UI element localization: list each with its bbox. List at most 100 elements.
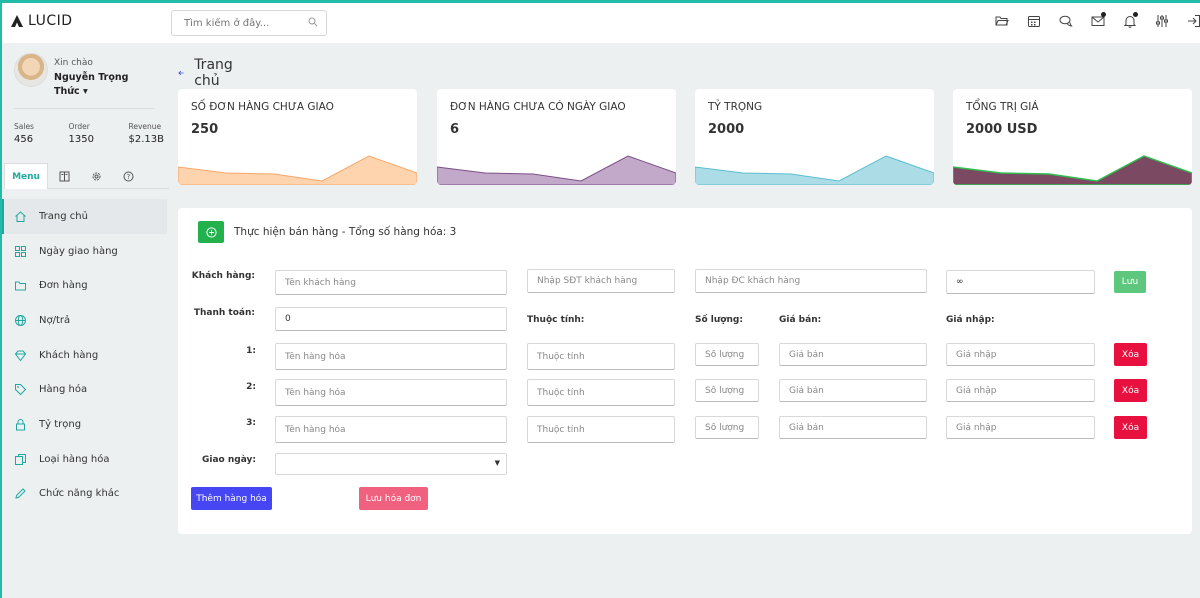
customer-label: Khách hàng: (191, 271, 255, 281)
stat-label: Revenue (128, 122, 162, 131)
stat-card-undelivered-orders: SỐ ĐƠN HÀNG CHƯA GIAO 250 (178, 89, 417, 185)
customer-address-input[interactable] (695, 269, 927, 293)
quantity-column-header: Số lượng: (695, 315, 743, 325)
copy-icon (15, 453, 26, 465)
sidebar-item-home[interactable]: Trang chủ (2, 199, 167, 234)
sidebar-item-customers[interactable]: Khách hàng (2, 338, 167, 373)
logo[interactable]: LUCID (10, 13, 73, 29)
tab-help[interactable]: ? (112, 163, 144, 189)
stat-order: Order 1350 (69, 122, 94, 145)
item-name-input[interactable] (275, 343, 507, 370)
sidebar-item-goods-type[interactable]: Loại hàng hóa (2, 442, 167, 477)
item-name-input[interactable] (275, 379, 507, 406)
sidebar-item-orders[interactable]: Đơn hàng (2, 268, 167, 303)
delivery-date-select[interactable]: ▼ (275, 453, 507, 475)
infinity-input[interactable] (946, 270, 1095, 294)
row-index: 3: (246, 418, 256, 428)
sidebar-item-label: Ngày giao hàng (39, 245, 118, 257)
card-sparkline (695, 155, 934, 185)
attribute-input[interactable] (527, 416, 675, 443)
sidebar-item-debt[interactable]: Nợ/trả (2, 303, 167, 338)
save-button[interactable]: Lưu (1114, 271, 1146, 293)
row-index: 2: (246, 382, 256, 392)
card-value: 6 (450, 122, 460, 137)
bell-notification-dot (1133, 12, 1138, 17)
card-value: 2000 USD (966, 122, 1038, 137)
question-icon: ? (123, 171, 133, 181)
sliders-icon[interactable] (1146, 14, 1178, 32)
attribute-input[interactable] (527, 343, 675, 370)
sales-form-panel: Thực hiện bán hàng - Tổng số hàng hóa: 3… (178, 208, 1192, 534)
quantity-input[interactable] (695, 379, 759, 402)
stat-sales: Sales 456 (14, 122, 34, 145)
greeting-text: Xin chào (54, 58, 93, 68)
sidebar-item-goods[interactable]: Hàng hóa (2, 372, 167, 407)
mail-notification-dot (1101, 12, 1106, 17)
left-accent-stripe (0, 0, 2, 598)
customer-phone-input[interactable] (527, 269, 675, 293)
search-icon[interactable] (308, 17, 318, 27)
stat-card-proportion: TỶ TRỌNG 2000 (695, 89, 934, 185)
top-accent-stripe (0, 0, 1200, 3)
bell-icon[interactable] (1114, 12, 1146, 32)
sidebar-item-label: Đơn hàng (39, 280, 88, 292)
tab-menu[interactable]: Menu (4, 163, 48, 189)
stat-card-no-delivery-date: ĐƠN HÀNG CHƯA CÓ NGÀY GIAO 6 (437, 89, 676, 185)
item-name-input[interactable] (275, 416, 507, 443)
search-box[interactable] (171, 10, 327, 36)
quantity-input[interactable] (695, 416, 759, 439)
import-price-input[interactable] (946, 343, 1095, 366)
card-sparkline (437, 155, 676, 185)
card-title: ĐƠN HÀNG CHƯA CÓ NGÀY GIAO (450, 101, 626, 113)
pencil-icon (15, 488, 26, 499)
card-value: 250 (191, 122, 219, 137)
avatar[interactable] (14, 53, 48, 87)
chat-icon[interactable] (1050, 14, 1082, 32)
stat-revenue: Revenue $2.13B (128, 122, 164, 145)
delete-row-button[interactable]: Xóa (1114, 379, 1147, 402)
chevron-down-icon: ▼ (494, 459, 500, 467)
calendar-icon[interactable] (1018, 14, 1050, 32)
attribute-input[interactable] (527, 379, 675, 406)
book-icon (59, 171, 69, 181)
sidebar-item-proportion[interactable]: Tỷ trọng (2, 407, 167, 442)
tab-notes[interactable] (48, 163, 80, 189)
grid-icon (15, 245, 26, 257)
tag-icon (15, 384, 27, 396)
user-name-dropdown[interactable]: Nguyễn Trọng Thức ▾ (54, 72, 129, 97)
stat-value: 1350 (68, 134, 94, 145)
add-button[interactable] (198, 221, 224, 243)
logout-icon[interactable] (1178, 14, 1200, 32)
diamond-icon (14, 350, 27, 361)
price-input[interactable] (779, 343, 927, 366)
user-stats: Sales 456 Order 1350 Revenue $2.13B (14, 122, 164, 145)
mail-icon[interactable] (1082, 12, 1114, 32)
quantity-input[interactable] (695, 343, 759, 366)
tab-settings[interactable] (80, 163, 112, 189)
delete-row-button[interactable]: Xóa (1114, 343, 1147, 366)
home-icon (15, 211, 26, 222)
card-sparkline (953, 155, 1192, 185)
delete-row-button[interactable]: Xóa (1114, 416, 1147, 439)
add-item-button[interactable]: Thêm hàng hóa (191, 487, 272, 510)
stat-value: 456 (14, 134, 34, 145)
sidebar-item-other-functions[interactable]: Chức năng khác (2, 477, 167, 512)
logo-icon (11, 15, 23, 27)
price-input[interactable] (779, 416, 927, 439)
sidebar-item-label: Trang chủ (39, 210, 88, 222)
globe-icon (15, 314, 26, 326)
folder-open-icon[interactable] (986, 14, 1018, 32)
sidebar-item-label: Khách hàng (39, 349, 99, 361)
sidebar-item-label: Chức năng khác (39, 488, 120, 500)
payment-input[interactable] (275, 307, 507, 331)
back-arrow-icon[interactable] (178, 68, 184, 78)
price-input[interactable] (779, 379, 927, 402)
stat-value: $2.13B (128, 134, 164, 145)
import-price-input[interactable] (946, 379, 1095, 402)
import-price-input[interactable] (946, 416, 1095, 439)
sidebar-tabs: Menu ? (4, 163, 169, 189)
sidebar-item-delivery-date[interactable]: Ngày giao hàng (2, 234, 167, 269)
search-input[interactable] (172, 11, 302, 35)
save-invoice-button[interactable]: Lưu hóa đơn (359, 487, 428, 510)
customer-name-input[interactable] (275, 270, 507, 295)
